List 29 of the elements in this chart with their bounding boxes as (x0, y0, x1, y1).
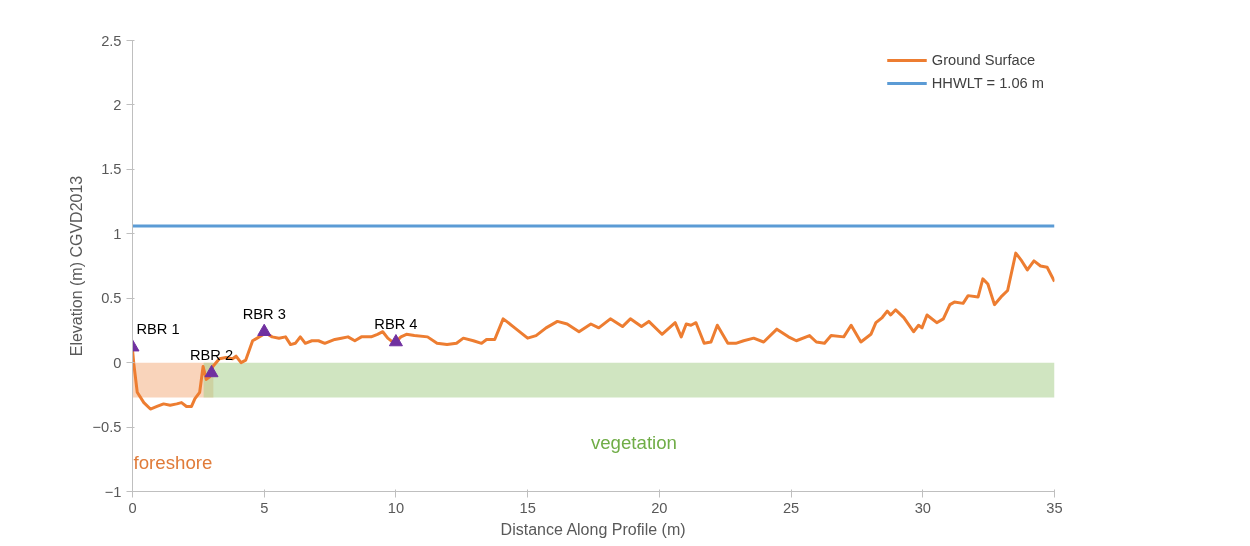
legend-label: HHWLT = 1.06 m (931, 75, 1044, 91)
y-tick-label: 0 (113, 354, 122, 371)
x-tick-label: 35 (1046, 499, 1063, 516)
legend-label: Ground Surface (931, 52, 1036, 68)
annotation: vegetation (590, 432, 677, 454)
y-tick-label: 1.5 (101, 161, 122, 178)
x-tick-label: 10 (387, 499, 405, 516)
y-tick-label: −0.5 (92, 419, 122, 436)
annotation: RBR 1 (136, 321, 180, 338)
annotation: foreshore (133, 452, 213, 474)
point (204, 364, 219, 378)
y-tick-label: 2 (113, 96, 122, 113)
point (388, 334, 403, 347)
annotation: RBR 3 (242, 305, 286, 322)
x-tick-label: 25 (782, 499, 800, 516)
y-axis-title: Elevation (m) CGVD2013 (67, 175, 85, 357)
x-tick-label: 5 (260, 499, 269, 516)
x-tick-label: 20 (651, 499, 668, 516)
annotation: RBR 4 (374, 316, 418, 333)
y-tick-label: 1 (113, 225, 122, 242)
x-axis-title: Distance Along Profile (m) (500, 520, 686, 538)
line-series (132, 251, 1055, 411)
point (257, 323, 272, 336)
y-tick-label: 0.5 (101, 290, 122, 307)
x-tick-label: 15 (519, 499, 536, 516)
x-tick-label: 0 (128, 499, 137, 516)
x-tick-label: 30 (914, 499, 931, 516)
y-tick-label: −1 (104, 483, 122, 500)
y-tick-label: 2.5 (101, 32, 122, 49)
